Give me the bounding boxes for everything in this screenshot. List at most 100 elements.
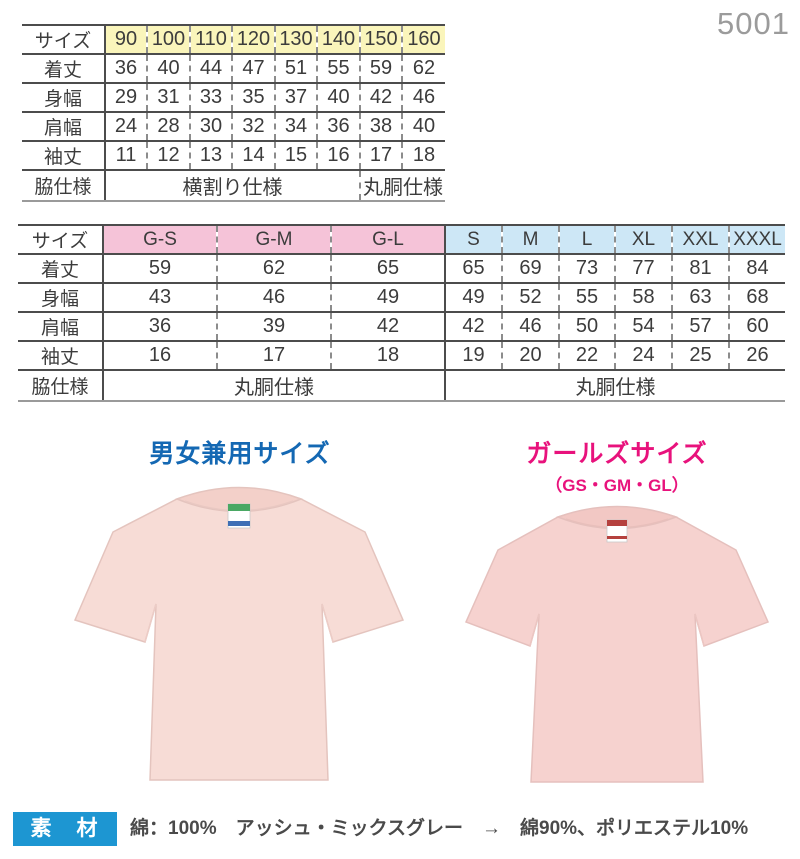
adult-size-col: XXL: [671, 224, 729, 254]
tshirt-body: [73, 487, 405, 781]
cell: 65: [330, 253, 445, 283]
adult-row-sleeve-length: 袖丈 16 17 18 19 20 22 24 25 26: [18, 340, 785, 370]
cell: 38: [359, 111, 402, 141]
cell: 62: [401, 53, 445, 83]
kids-size-col: 120: [231, 24, 275, 54]
cell: 49: [444, 282, 502, 312]
kids-size-col: 130: [274, 24, 317, 54]
cell: 46: [501, 311, 559, 341]
cell: 40: [316, 82, 360, 112]
cell: 37: [274, 82, 317, 112]
kids-size-header-label: サイズ: [22, 24, 105, 54]
row-label: 袖丈: [22, 140, 105, 170]
cell: 55: [316, 53, 360, 83]
girls-tshirt-graphic: [464, 505, 770, 783]
cell: 58: [614, 282, 672, 312]
cell: 20: [501, 340, 559, 370]
cell: 16: [316, 140, 360, 170]
cell: 57: [671, 311, 729, 341]
kids-size-col: 90: [104, 24, 147, 54]
cell: 29: [104, 82, 147, 112]
tshirt-sleeve-seam-right: [694, 613, 705, 647]
girls-size-title-text: ガールズサイズ: [526, 440, 708, 468]
material-text: 綿：100% アッシュ・ミックスグレー → 綿90%、ポリエステル10%: [130, 818, 749, 839]
cell: 18: [401, 140, 445, 170]
row-label: 着丈: [18, 253, 103, 283]
kids-row-sleeve-length: 袖丈 11 12 13 14 15 16 17 18: [22, 140, 445, 170]
adult-row-body-length: 着丈 59 62 65 65 69 73 77 81 84: [18, 253, 785, 283]
cell: 14: [231, 140, 275, 170]
girls-size-subtitle: （GS・GM・GL）: [545, 476, 689, 495]
cell: 30: [189, 111, 232, 141]
row-label: 脇仕様: [22, 169, 105, 202]
cell: 77: [614, 253, 672, 283]
cell: 54: [614, 311, 672, 341]
cell: 63: [671, 282, 729, 312]
adult-row-shoulder-width: 肩幅 36 39 42 42 46 50 54 57 60: [18, 311, 785, 341]
cell: 36: [104, 53, 147, 83]
cell: 69: [501, 253, 559, 283]
cell: 15: [274, 140, 317, 170]
cell: 62: [216, 253, 331, 283]
kids-size-col: 100: [146, 24, 190, 54]
adult-row-side-seam: 脇仕様 丸胴仕様 丸胴仕様: [18, 369, 785, 402]
row-label: 肩幅: [18, 311, 103, 341]
kids-size-col: 150: [359, 24, 402, 54]
row-label: 身幅: [22, 82, 105, 112]
material-section: 素 材 綿：100% アッシュ・ミックスグレー → 綿90%、ポリエステル10%: [0, 812, 800, 848]
cell: 12: [146, 140, 190, 170]
cell: 31: [146, 82, 190, 112]
row-label: 脇仕様: [18, 369, 103, 402]
adult-size-col: XXXL: [728, 224, 785, 254]
adult-header-row: サイズ G-S G-M G-L S M L XL XXL XXXL: [18, 224, 785, 254]
cell: 22: [558, 340, 615, 370]
adult-size-col: M: [501, 224, 559, 254]
unisex-tshirt-graphic: [73, 486, 405, 781]
cell: 59: [359, 53, 402, 83]
tshirt-body: [464, 506, 770, 783]
neck-tag: [227, 503, 251, 529]
seam-spec: 丸胴仕様: [359, 169, 445, 202]
tshirt-sleeve-seam-left: [144, 603, 157, 643]
adult-size-header-label: サイズ: [18, 224, 103, 254]
kids-size-col: 160: [401, 24, 445, 54]
neck-tag: [606, 519, 628, 543]
unisex-size-title: 男女兼用サイズ: [149, 440, 331, 468]
row-label: 肩幅: [22, 111, 105, 141]
cell: 46: [401, 82, 445, 112]
kids-row-body-length: 着丈 36 40 44 47 51 55 59 62: [22, 53, 445, 83]
cell: 81: [671, 253, 729, 283]
cell: 36: [316, 111, 360, 141]
cell: 44: [189, 53, 232, 83]
cell: 43: [102, 282, 217, 312]
kids-row-body-width: 身幅 29 31 33 35 37 40 42 46: [22, 82, 445, 112]
adult-row-body-width: 身幅 43 46 49 49 52 55 58 63 68: [18, 282, 785, 312]
tshirt-sleeve-seam-right: [321, 603, 334, 643]
cell: 36: [102, 311, 217, 341]
cell: 33: [189, 82, 232, 112]
cell: 55: [558, 282, 615, 312]
cell: 11: [104, 140, 147, 170]
adult-girls-size-table: サイズ G-S G-M G-L S M L XL XXL XXXL 着丈 59 …: [18, 224, 785, 402]
cell: 46: [216, 282, 331, 312]
cell: 47: [231, 53, 275, 83]
cell: 18: [330, 340, 445, 370]
cell: 40: [401, 111, 445, 141]
cell: 42: [330, 311, 445, 341]
tshirt-collar-band: [555, 505, 679, 530]
cell: 34: [274, 111, 317, 141]
cell: 84: [728, 253, 785, 283]
cell: 40: [146, 53, 190, 83]
cell: 28: [146, 111, 190, 141]
cell: 25: [671, 340, 729, 370]
girls-tshirt-image: [452, 490, 782, 792]
row-label: 袖丈: [18, 340, 103, 370]
kids-size-col: 140: [316, 24, 360, 54]
cell: 13: [189, 140, 232, 170]
tshirt-sleeve-seam-left: [529, 613, 540, 647]
cell: 39: [216, 311, 331, 341]
cell: 52: [501, 282, 559, 312]
cell: 73: [558, 253, 615, 283]
kids-header-row: サイズ 90 100 110 120 130 140 150 160: [22, 24, 445, 54]
